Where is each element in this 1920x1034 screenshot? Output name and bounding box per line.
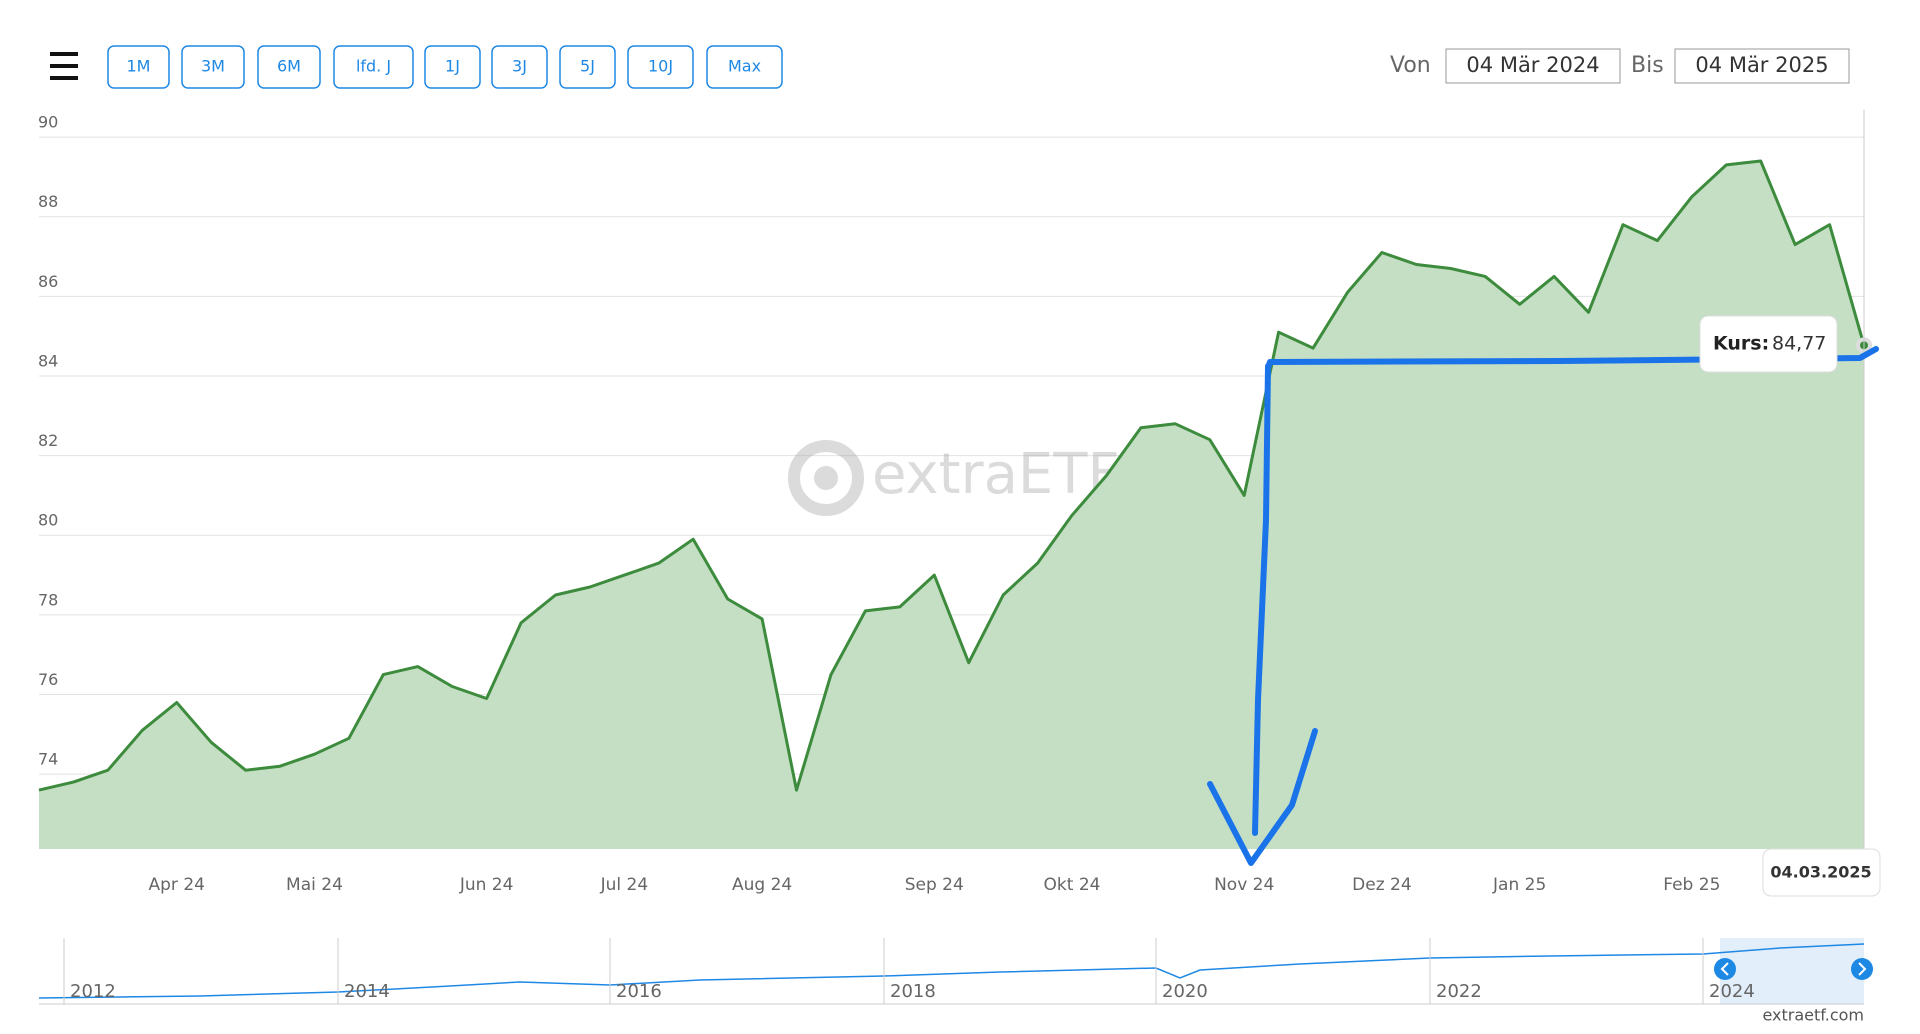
x-tick-label: Sep 24: [905, 875, 964, 895]
y-tick-label: 86: [38, 272, 58, 291]
range-button-label[interactable]: 1J: [445, 57, 460, 76]
x-tick-label: Apr 24: [149, 875, 205, 895]
range-button[interactable]: [627, 45, 694, 89]
menu-icon[interactable]: [50, 52, 78, 80]
range-button[interactable]: [333, 45, 414, 89]
y-tick-label: 78: [38, 590, 58, 609]
range-button-label[interactable]: 3M: [201, 57, 225, 76]
navigator-year: 2024: [1709, 981, 1755, 1002]
range-button-label[interactable]: 5J: [580, 57, 595, 76]
y-tick-label: 88: [38, 192, 58, 211]
tooltip-label: Kurs:: [1713, 333, 1769, 355]
navigator[interactable]: [38, 938, 1873, 1005]
date-label-box: [1762, 848, 1881, 897]
navigator-handle[interactable]: [1851, 958, 1873, 980]
range-button[interactable]: [706, 45, 783, 89]
x-tick-label: Okt 24: [1044, 875, 1101, 895]
x-tick-label: Dez 24: [1352, 875, 1412, 895]
navigator-year: 2020: [1162, 981, 1208, 1002]
watermark-text: extraETF: [872, 442, 1120, 507]
x-tick-label: Jan 25: [1492, 875, 1546, 895]
x-tick-label: Mai 24: [286, 875, 343, 895]
range-button[interactable]: [107, 45, 170, 89]
watermark: extraETF: [788, 440, 1120, 516]
navigator-selection[interactable]: [1720, 938, 1864, 1004]
y-tick-label: 90: [38, 113, 58, 132]
to-input[interactable]: [1674, 48, 1850, 84]
range-button-label[interactable]: Max: [728, 57, 761, 76]
x-tick-label: Jul 24: [600, 875, 649, 895]
area: [39, 161, 1864, 849]
range-button-label[interactable]: 6M: [277, 57, 301, 76]
from-input[interactable]: [1445, 48, 1621, 84]
y-tick-label: 74: [38, 750, 58, 769]
range-button-label[interactable]: 3J: [512, 57, 527, 76]
date-label: 04.03.2025: [1770, 863, 1871, 882]
x-tick-label: Nov 24: [1214, 875, 1274, 895]
navigator-year: 2018: [890, 981, 936, 1002]
to-date[interactable]: 04 Mär 2025: [1695, 53, 1828, 77]
y-tick-label: 76: [38, 670, 58, 689]
y-tick-label: 82: [38, 431, 58, 450]
range-button[interactable]: [424, 45, 481, 89]
range-button[interactable]: [559, 45, 616, 89]
from-label: Von: [1390, 53, 1431, 78]
range-button[interactable]: [491, 45, 548, 89]
range-button-label[interactable]: 1M: [127, 57, 151, 76]
annotation: [1207, 346, 1879, 866]
navigator-year: 2012: [70, 981, 116, 1002]
to-label: Bis: [1631, 53, 1664, 78]
navigator-handle[interactable]: [1714, 958, 1736, 980]
navigator-year: 2014: [344, 981, 390, 1002]
x-tick-label: Feb 25: [1663, 875, 1720, 895]
x-tick-label: Jun 24: [459, 875, 514, 895]
line: [38, 159, 1866, 792]
tooltip-box: [1699, 315, 1838, 373]
footer: extraetf.com: [1762, 1006, 1864, 1025]
range-button[interactable]: [257, 45, 321, 89]
from-date[interactable]: 04 Mär 2024: [1466, 53, 1599, 77]
range-button[interactable]: [181, 45, 245, 89]
y-tick-label: 84: [38, 351, 58, 370]
navigator-line: [38, 943, 1865, 999]
range-button-label[interactable]: lfd. J: [356, 57, 391, 76]
y-tick-label: 80: [38, 511, 58, 530]
navigator-year: 2022: [1436, 981, 1482, 1002]
range-button-label[interactable]: 10J: [648, 57, 673, 76]
tooltip-value: 84,77: [1772, 333, 1826, 355]
x-tick-label: Aug 24: [732, 875, 792, 895]
navigator-year: 2016: [616, 981, 662, 1002]
